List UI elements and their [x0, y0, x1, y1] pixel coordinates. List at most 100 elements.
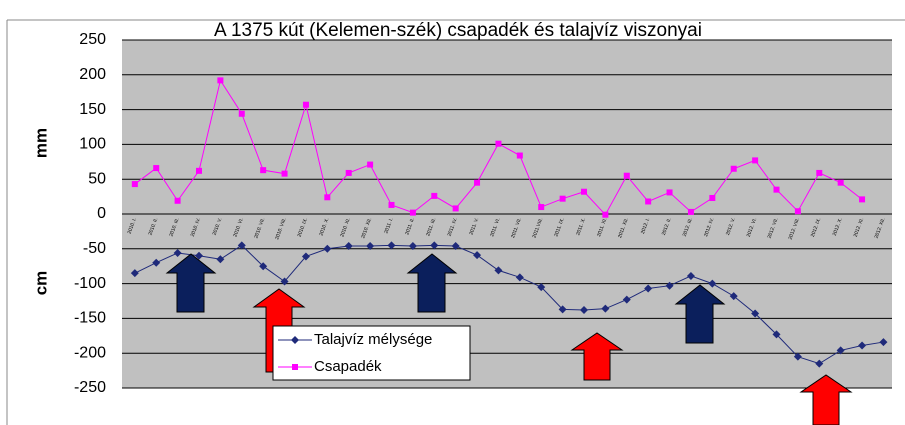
y-axis-label: cm — [31, 271, 50, 296]
marker — [281, 170, 288, 177]
marker — [344, 242, 353, 251]
y-tick-label: -250 — [74, 379, 106, 396]
marker — [345, 169, 352, 176]
marker — [708, 279, 717, 288]
marker — [195, 251, 203, 260]
legend-marker — [292, 364, 298, 370]
marker — [644, 284, 653, 293]
series-line — [134, 244, 884, 365]
legend-label: Csapadék — [314, 358, 382, 375]
x-tick-label: 2010. II. — [148, 217, 160, 236]
marker — [474, 179, 481, 186]
marker — [260, 167, 267, 174]
marker — [323, 244, 332, 253]
marker — [473, 251, 482, 260]
marker — [451, 242, 460, 251]
marker — [387, 241, 396, 250]
arrows — [165, 253, 853, 425]
marker — [494, 266, 503, 275]
marker — [815, 359, 824, 368]
marker — [324, 194, 331, 201]
y-tick-label: 150 — [79, 101, 106, 118]
marker — [237, 241, 246, 250]
marker — [836, 346, 845, 355]
marker — [729, 292, 738, 301]
arrow-blue — [406, 253, 458, 313]
marker — [816, 169, 823, 176]
legend-marker — [291, 336, 299, 344]
marker — [216, 255, 225, 264]
marker — [773, 186, 780, 193]
y-tick-label: -200 — [74, 344, 106, 361]
chart-title: A 1375 kút (Kelemen-szék) csapadék és ta… — [214, 20, 702, 41]
marker — [858, 341, 867, 350]
marker — [581, 188, 587, 195]
marker — [152, 258, 161, 267]
marker — [859, 196, 866, 203]
y-tick-label: 50 — [88, 170, 106, 187]
marker — [173, 248, 182, 257]
marker — [709, 194, 716, 201]
marker — [452, 205, 459, 212]
marker — [196, 167, 202, 174]
marker — [537, 283, 546, 292]
arrow-red — [570, 332, 624, 381]
legend-label: Talajvíz mélysége — [314, 331, 432, 348]
y-tick-label: 100 — [79, 136, 106, 153]
marker — [879, 338, 888, 347]
marker — [217, 77, 224, 84]
x-tick-label: 2011. V. — [468, 217, 480, 236]
arrow-blue — [674, 284, 726, 344]
marker — [301, 252, 310, 261]
x-tick-label: 2010. I. — [127, 217, 138, 235]
marker — [431, 192, 438, 199]
marker — [665, 281, 674, 290]
marker — [751, 309, 760, 318]
marker — [495, 140, 502, 147]
marker — [367, 161, 374, 168]
y-axis-label: mm — [31, 128, 50, 158]
y-tick-label: 250 — [79, 31, 106, 48]
marker — [794, 208, 801, 215]
marker — [130, 269, 139, 278]
y-tick-label: 200 — [79, 66, 106, 83]
marker — [515, 273, 524, 282]
marker — [580, 306, 588, 315]
marker — [388, 201, 395, 208]
marker — [259, 262, 268, 271]
marker — [280, 277, 289, 286]
marker — [623, 172, 630, 179]
y-tick-label: -100 — [74, 275, 106, 292]
marker — [602, 211, 609, 218]
marker — [730, 165, 737, 172]
marker — [687, 208, 694, 215]
arrow-red — [799, 374, 853, 425]
marker — [302, 101, 309, 108]
marker — [837, 179, 844, 186]
marker — [793, 352, 802, 361]
x-tick-label: 2012. II. — [661, 217, 673, 236]
marker — [238, 110, 245, 117]
marker — [752, 157, 759, 164]
marker — [772, 330, 781, 339]
marker — [366, 242, 375, 251]
x-tick-label: 2010. V. — [212, 217, 224, 236]
marker — [538, 204, 545, 211]
y-tick-label: 0 — [97, 205, 106, 222]
y-tick-label: -50 — [83, 240, 106, 257]
marker — [409, 209, 416, 216]
marker — [174, 197, 181, 204]
y-tick-label: -150 — [74, 310, 106, 327]
marker — [645, 198, 652, 205]
marker — [153, 165, 160, 172]
x-tick-label: 2011. I. — [383, 217, 394, 234]
marker — [408, 242, 417, 251]
marker — [516, 152, 523, 159]
x-tick-label: 2012. I. — [640, 217, 651, 235]
marker — [559, 195, 566, 202]
marker — [131, 181, 138, 188]
marker — [622, 295, 631, 304]
x-tick-label: 2011. II. — [404, 217, 416, 236]
x-tick-label: 2011. X. — [575, 217, 587, 236]
